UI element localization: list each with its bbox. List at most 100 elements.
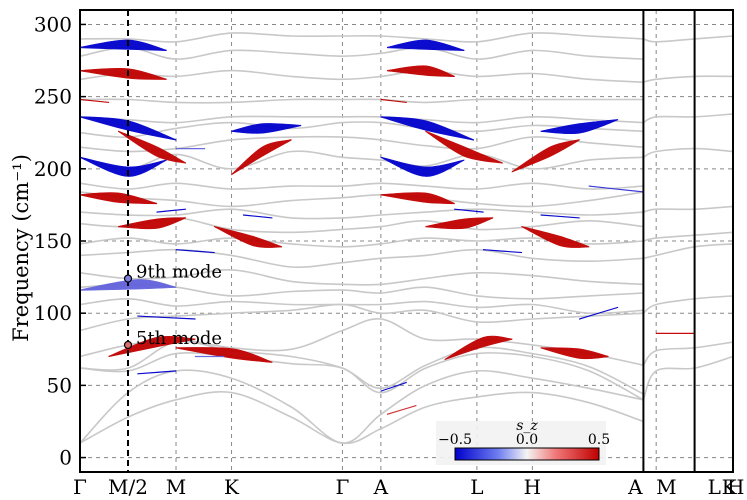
series-line xyxy=(643,75,734,83)
series-line xyxy=(643,205,734,213)
x-tick-label: M/2 xyxy=(108,475,148,499)
spin-band-mark xyxy=(387,65,455,78)
colorbar-tick-label: 0.5 xyxy=(588,432,610,448)
x-tick-label: Γ xyxy=(73,475,87,499)
spin-band-mark xyxy=(511,139,580,173)
band-series xyxy=(79,32,734,445)
spin-band-mark xyxy=(540,214,580,219)
series-line xyxy=(79,352,644,401)
y-tick-label: 150 xyxy=(34,229,72,253)
spin-band-mark xyxy=(454,208,484,213)
mode-marker xyxy=(123,340,133,350)
series-line xyxy=(643,243,734,260)
spin-band-mark xyxy=(540,347,609,360)
x-tick-label: K xyxy=(224,475,240,499)
spin-band-mark xyxy=(380,192,455,205)
series-line xyxy=(642,341,734,366)
spin-band-mark xyxy=(231,123,302,134)
x-tick-label: H xyxy=(524,475,541,499)
series-line xyxy=(79,135,644,153)
series-line xyxy=(79,269,644,286)
series-line xyxy=(79,208,644,220)
y-tick-label: 0 xyxy=(59,446,72,470)
x-tick-label: L xyxy=(708,475,721,499)
mode-marker xyxy=(123,274,133,283)
colorbar-title: s_z xyxy=(516,418,538,434)
spin-band-mark xyxy=(521,225,590,248)
y-tick-label: 250 xyxy=(34,85,72,109)
spin-band-mark xyxy=(194,355,225,358)
spin-band-mark xyxy=(175,347,273,363)
x-tick-label: M xyxy=(656,475,676,499)
x-tick-label: H xyxy=(727,475,744,499)
series-line xyxy=(642,355,734,401)
spin-band-mark xyxy=(425,130,503,164)
x-tick-label: L xyxy=(470,475,483,499)
series-line xyxy=(79,303,644,332)
series-line xyxy=(79,121,644,138)
colorbar-gradient xyxy=(454,447,600,461)
spin-polarized-bands xyxy=(79,39,695,416)
series-line xyxy=(79,32,644,43)
spin-band-mark xyxy=(231,139,292,176)
spin-band-mark xyxy=(79,116,177,141)
series-line xyxy=(79,248,644,269)
spin-band-mark xyxy=(540,119,619,135)
spin-band-mark xyxy=(214,225,282,248)
series-line xyxy=(79,191,644,208)
series-line xyxy=(643,113,734,124)
spin-band-mark xyxy=(243,214,273,219)
spin-band-mark xyxy=(79,156,167,177)
mode-annotation: 5th mode xyxy=(136,328,222,349)
spin-band-mark xyxy=(380,98,407,104)
spin-band-mark xyxy=(79,68,167,80)
spin-band-mark xyxy=(387,39,465,52)
x-tick-label: A xyxy=(373,475,389,499)
spin-band-mark xyxy=(156,208,186,213)
spin-band-mark xyxy=(175,249,215,254)
mode-annotation: 9th mode xyxy=(136,262,222,283)
series-line xyxy=(643,35,734,43)
y-tick-label: 300 xyxy=(34,12,72,36)
series-line xyxy=(642,147,734,159)
spin-band-mark xyxy=(387,404,417,416)
series-line xyxy=(79,182,644,190)
y-tick-label: 100 xyxy=(34,301,72,325)
colorbar: s_z −0.5 0.0 0.5 xyxy=(436,418,610,465)
x-tick-label: Γ xyxy=(336,475,350,499)
colorbar-tick-label: 0.0 xyxy=(516,432,538,448)
spin-band-mark xyxy=(118,130,186,164)
spin-band-mark xyxy=(483,249,522,254)
spin-band-mark xyxy=(380,116,474,141)
y-tick-label: 200 xyxy=(34,157,72,181)
x-tick-label: A xyxy=(627,475,643,499)
spin-band-mark xyxy=(79,192,158,205)
spin-band-mark xyxy=(380,156,465,177)
spin-band-mark xyxy=(79,98,110,104)
series-line xyxy=(642,295,734,314)
series-line xyxy=(643,231,734,242)
spin-band-mark xyxy=(137,370,177,375)
y-axis-label: Frequency (cm⁻¹) xyxy=(9,154,33,342)
x-tick-label: K xyxy=(722,475,738,499)
spin-band-mark xyxy=(108,335,196,358)
series-line xyxy=(79,237,644,248)
series-line xyxy=(79,115,644,124)
spin-band-mark xyxy=(380,381,407,392)
spin-band-mark xyxy=(579,306,619,320)
series-line xyxy=(79,297,644,315)
series-line xyxy=(79,391,644,445)
spin-band-mark xyxy=(79,39,167,52)
colorbar-tick-label: −0.5 xyxy=(438,432,472,448)
spin-band-mark xyxy=(655,332,695,335)
spin-band-mark xyxy=(444,335,513,361)
series-line xyxy=(79,46,644,60)
spin-band-mark xyxy=(175,148,206,150)
spin-band-mark xyxy=(137,315,196,320)
series-line xyxy=(79,69,644,83)
x-tick-label: M xyxy=(166,475,186,499)
spin-band-mark xyxy=(425,217,494,230)
annotations: 9th mode 5th mode xyxy=(123,262,222,350)
